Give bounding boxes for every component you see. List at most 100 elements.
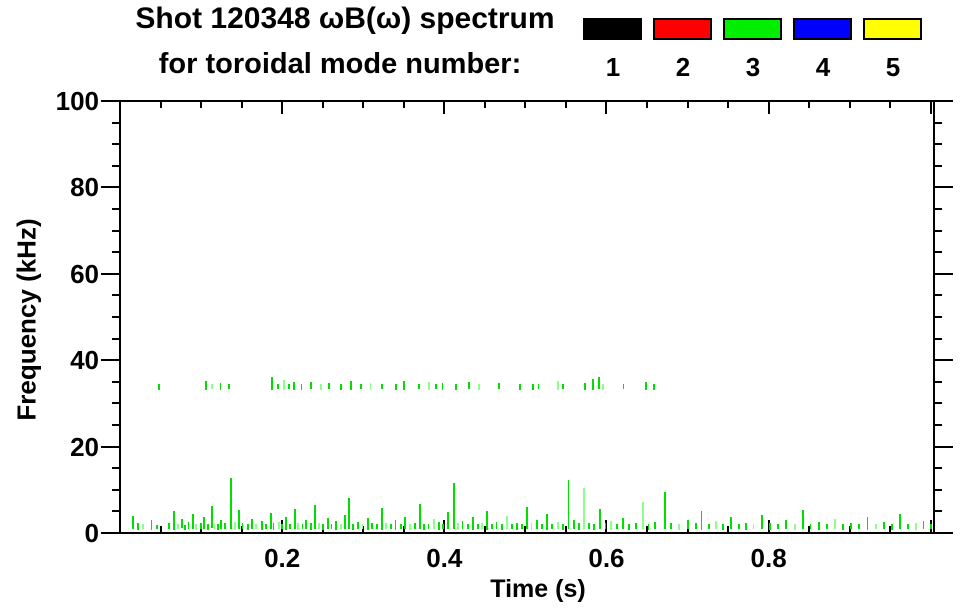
data-mark-n3 xyxy=(737,523,740,530)
data-mark-n3 xyxy=(573,520,576,530)
data-mark-n3 xyxy=(510,524,513,529)
data-mark-n3 xyxy=(540,524,543,529)
data-mark-n3 xyxy=(500,523,503,530)
data-mark-n3 xyxy=(191,513,194,530)
y-minor-tick xyxy=(112,337,120,340)
data-mark-n3 xyxy=(427,382,430,390)
data-mark-n3 xyxy=(141,524,144,530)
data-mark-n3 xyxy=(320,383,323,390)
data-mark-n3 xyxy=(350,381,353,390)
x-major-tick xyxy=(767,520,770,533)
x-minor-tick xyxy=(483,101,486,108)
data-mark-n3 xyxy=(621,518,624,530)
data-mark-n3 xyxy=(183,524,186,530)
data-mark-n3 xyxy=(556,380,559,390)
legend-item-mode-4: 4 xyxy=(793,18,853,83)
data-mark-n3 xyxy=(404,517,407,529)
data-mark-n3 xyxy=(136,523,139,530)
y-minor-tick xyxy=(112,316,120,318)
data-mark-n3 xyxy=(476,523,479,530)
y-minor-tick xyxy=(934,121,942,124)
data-mark-n3 xyxy=(394,520,396,530)
data-mark-n3 xyxy=(156,525,159,530)
y-minor-tick xyxy=(112,424,120,426)
x-tick-label: 0.6 xyxy=(588,543,625,573)
y-major-tick xyxy=(934,532,953,534)
data-mark-n3 xyxy=(858,523,861,530)
data-mark-n3 xyxy=(310,381,313,389)
data-mark-n3 xyxy=(423,523,426,530)
y-minor-tick xyxy=(934,488,942,491)
data-mark-n3 xyxy=(551,523,554,530)
data-mark-n3 xyxy=(376,524,378,529)
x-major-tick xyxy=(605,101,608,114)
data-mark-n3 xyxy=(151,520,153,530)
axis-left-spine xyxy=(119,100,121,534)
data-mark-n3 xyxy=(414,522,417,530)
data-mark-n3 xyxy=(435,384,438,390)
data-mark-n3 xyxy=(260,520,263,530)
legend-swatch-mode-1 xyxy=(583,18,642,40)
legend-swatch-mode-5 xyxy=(863,18,922,40)
x-minor-tick xyxy=(645,101,648,108)
data-mark-n3 xyxy=(457,523,460,530)
data-mark-n3 xyxy=(498,382,501,390)
y-tick-label: 0 xyxy=(84,518,99,548)
y-minor-tick xyxy=(112,164,120,167)
data-mark-n3 xyxy=(352,523,355,530)
mode-legend: 1 2 3 4 5 xyxy=(583,18,935,86)
data-mark-n3 xyxy=(234,521,237,530)
y-major-tick xyxy=(934,272,953,275)
data-mark-n3 xyxy=(271,377,274,391)
y-tick-label: 20 xyxy=(70,431,99,462)
data-mark-n3 xyxy=(602,383,605,390)
data-mark-n3 xyxy=(389,524,392,529)
data-mark-n3 xyxy=(478,384,481,390)
y-minor-tick xyxy=(112,229,120,232)
data-mark-n3 xyxy=(583,382,586,391)
data-mark-n3 xyxy=(628,523,631,530)
data-mark-n3 xyxy=(277,383,280,389)
x-tick-label: 0.4 xyxy=(426,543,463,573)
data-mark-n3 xyxy=(777,524,780,529)
y-tick-label: 40 xyxy=(70,345,99,376)
y-major-tick xyxy=(934,100,953,102)
figure-title: Shot 120348 ωB(ω) spectrum xyxy=(135,2,555,35)
data-mark-n3 xyxy=(242,523,244,529)
data-mark-n3 xyxy=(466,524,469,529)
data-mark-n3 xyxy=(176,524,179,530)
y-minor-tick xyxy=(112,251,120,254)
x-minor-tick xyxy=(564,101,567,108)
data-mark-n3 xyxy=(131,515,134,529)
data-mark-n3 xyxy=(587,522,590,530)
data-mark-n3 xyxy=(264,524,267,530)
x-minor-tick xyxy=(240,526,243,533)
x-minor-tick xyxy=(321,101,324,108)
data-mark-n3 xyxy=(294,508,297,529)
data-mark-n3 xyxy=(301,384,303,390)
y-axis-title: Frequency (kHz) xyxy=(11,218,42,421)
data-mark-n3 xyxy=(167,522,170,529)
data-mark-n3 xyxy=(496,521,497,529)
legend-item-mode-3: 3 xyxy=(723,18,783,83)
data-mark-n3 xyxy=(339,384,342,391)
data-mark-n3 xyxy=(285,516,288,530)
y-minor-tick xyxy=(934,251,942,254)
data-mark-n3 xyxy=(461,521,463,530)
x-minor-tick xyxy=(564,526,567,533)
data-mark-n3 xyxy=(645,382,648,391)
data-mark-n3 xyxy=(441,383,443,391)
legend-label-mode-5: 5 xyxy=(885,52,901,82)
axis-top-spine xyxy=(119,100,935,102)
data-mark-n3 xyxy=(923,520,925,529)
y-major-tick xyxy=(101,272,120,275)
x-major-tick xyxy=(767,101,770,114)
y-major-tick xyxy=(101,532,120,534)
data-mark-n3 xyxy=(321,524,324,530)
y-minor-tick xyxy=(934,164,942,167)
data-mark-n3 xyxy=(678,524,681,530)
y-minor-tick xyxy=(934,337,942,340)
data-mark-n3 xyxy=(326,517,329,530)
data-mark-n3 xyxy=(310,522,313,530)
data-mark-n3 xyxy=(213,522,215,530)
